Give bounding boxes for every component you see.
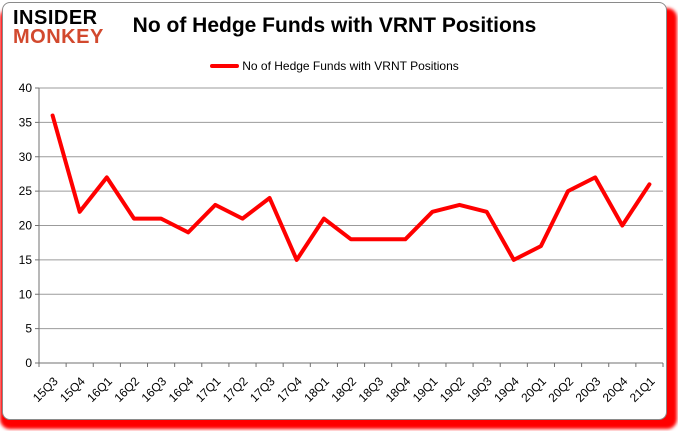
chart-card: INSIDER MONKEY No of Hedge Funds with VR… — [2, 2, 667, 420]
x-tick-label: 19Q4 — [491, 374, 522, 405]
x-tick-label: 20Q2 — [546, 374, 577, 405]
x-tick-label: 19Q1 — [410, 374, 441, 405]
legend-label: No of Hedge Funds with VRNT Positions — [242, 59, 459, 73]
x-tick-label: 16Q2 — [111, 374, 142, 405]
x-tick-label: 18Q4 — [383, 374, 414, 405]
chart-legend: No of Hedge Funds with VRNT Positions — [3, 59, 666, 73]
legend-line-swatch — [210, 64, 240, 68]
x-tick-label: 16Q4 — [166, 374, 197, 405]
x-tick-label: 18Q3 — [356, 374, 387, 405]
y-tick-label: 35 — [19, 115, 33, 129]
x-tick-label: 21Q1 — [627, 374, 658, 405]
x-tick-label: 20Q1 — [518, 374, 549, 405]
y-tick-label: 5 — [25, 322, 32, 336]
y-tick-label: 0 — [25, 356, 32, 370]
x-tick-label: 17Q1 — [193, 374, 224, 405]
x-tick-label: 20Q3 — [573, 374, 604, 405]
y-tick-label: 30 — [19, 150, 33, 164]
chart-title: No of Hedge Funds with VRNT Positions — [132, 14, 537, 37]
x-tick-label: 16Q1 — [84, 374, 115, 405]
x-tick-label: 19Q3 — [464, 374, 495, 405]
x-tick-label: 20Q4 — [600, 374, 631, 405]
line-chart: 0 5 10 15 20 25 30 35 40 15Q315Q416Q116Q216Q316Q4… — [19, 81, 664, 405]
logo-text-monkey: MONKEY — [13, 26, 104, 48]
insider-monkey-logo: INSIDER MONKEY — [13, 7, 104, 48]
x-tick-label: 16Q3 — [139, 374, 170, 405]
y-tick-label: 25 — [19, 184, 33, 198]
x-tick-label: 17Q3 — [247, 374, 278, 405]
y-tick-label: 15 — [19, 253, 33, 267]
data-line — [50, 113, 652, 262]
x-tick-label: 15Q3 — [30, 374, 61, 405]
x-tick-label: 15Q4 — [57, 374, 88, 405]
y-tick-label: 40 — [19, 81, 33, 95]
y-tick-label: 10 — [19, 287, 33, 301]
y-tick-label: 20 — [19, 219, 33, 233]
x-tick-label: 17Q4 — [274, 374, 305, 405]
logo-text-insider: INSIDER — [13, 7, 98, 29]
x-tick-label: 17Q2 — [220, 374, 251, 405]
x-tick-label: 19Q2 — [437, 374, 468, 405]
x-tick-label: 18Q2 — [328, 374, 359, 405]
x-tick-label: 18Q1 — [301, 374, 332, 405]
